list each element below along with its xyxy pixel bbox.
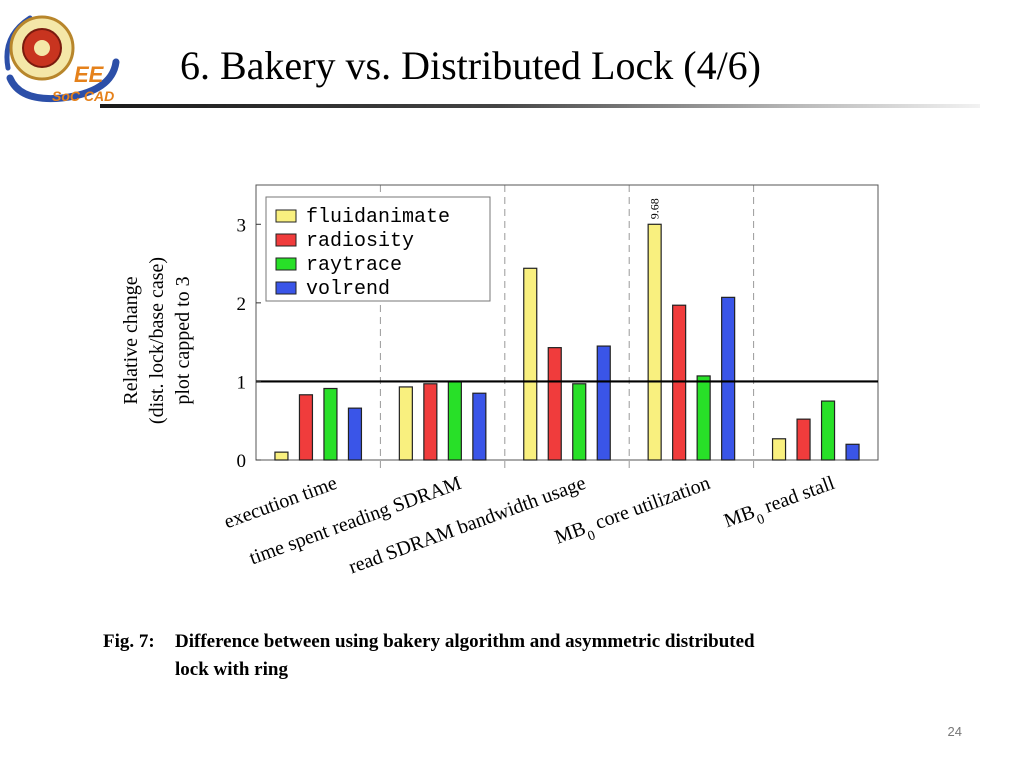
- data-annotation: 9.68: [648, 198, 662, 219]
- y-axis-title: (dist. lock/base case): [146, 257, 168, 424]
- x-category-label: MB0 read stall: [721, 472, 840, 539]
- bar-volrend: [721, 296, 736, 461]
- bar-raytrace: [696, 375, 711, 461]
- caption-line1: Difference between using bakery algorith…: [175, 631, 755, 652]
- bar-chart: 0 1 2 3 Relative change (dist. lock/base case…: [120, 184, 879, 578]
- x-category-label: read SDRAM bandwidth usage: [346, 472, 589, 578]
- y-tick-label: 0: [237, 451, 247, 472]
- bar-radiosity: [672, 304, 687, 461]
- legend-label-raytrace: raytrace: [306, 254, 402, 277]
- legend-label-radiosity: radiosity: [306, 230, 414, 253]
- bar-raytrace: [572, 383, 587, 461]
- legend-swatch-raytrace: [275, 257, 297, 271]
- title-rule: [100, 104, 980, 108]
- figure-caption: Fig. 7: Difference between using bakery a…: [103, 628, 933, 684]
- bar-raytrace: [820, 400, 836, 461]
- logo-seal-dot: [34, 40, 50, 56]
- bar-fluidanimate: [274, 451, 289, 461]
- bar-volrend: [845, 443, 860, 461]
- page-number: 24: [947, 724, 962, 739]
- legend-box: [265, 196, 491, 302]
- caption-label: Fig. 7:: [103, 631, 155, 652]
- slide-title: 6. Bakery vs. Distributed Lock (4/6): [180, 43, 761, 88]
- bar-fluidanimate: [523, 267, 538, 461]
- logo: EE SoC CAD: [0, 6, 125, 106]
- bar-radiosity: [547, 347, 562, 461]
- legend-label-volrend: volrend: [306, 278, 390, 301]
- bar-volrend: [596, 345, 611, 461]
- logo-soc-text: SoC CAD: [52, 88, 114, 104]
- bar-radiosity: [796, 418, 811, 461]
- bar-raytrace: [323, 387, 338, 461]
- bar-fluidanimate: [647, 223, 662, 461]
- y-axis-title: Relative change: [120, 276, 142, 404]
- bar-volrend: [472, 392, 487, 461]
- y-tick-label: 2: [237, 294, 247, 315]
- bar-volrend: [347, 407, 363, 461]
- legend-swatch-radiosity: [275, 233, 297, 247]
- bar-radiosity: [423, 383, 438, 461]
- caption-line2: lock with ring: [175, 659, 288, 680]
- logo-ee-text: EE: [74, 62, 105, 87]
- logo-swoosh: [6, 58, 120, 103]
- bar-fluidanimate: [771, 438, 787, 461]
- bar-fluidanimate: [398, 386, 413, 461]
- bar-raytrace: [447, 380, 462, 461]
- legend-swatch-fluidanimate: [275, 209, 297, 223]
- y-tick-label: 3: [237, 215, 247, 236]
- plot-frame: [255, 184, 879, 461]
- legend-swatch-volrend: [275, 281, 297, 295]
- y-tick-label: 1: [237, 372, 247, 393]
- legend-label-fluidanimate: fluidanimate: [306, 206, 450, 229]
- y-axis-title: plot capped to 3: [172, 276, 194, 404]
- bar-radiosity: [298, 394, 314, 461]
